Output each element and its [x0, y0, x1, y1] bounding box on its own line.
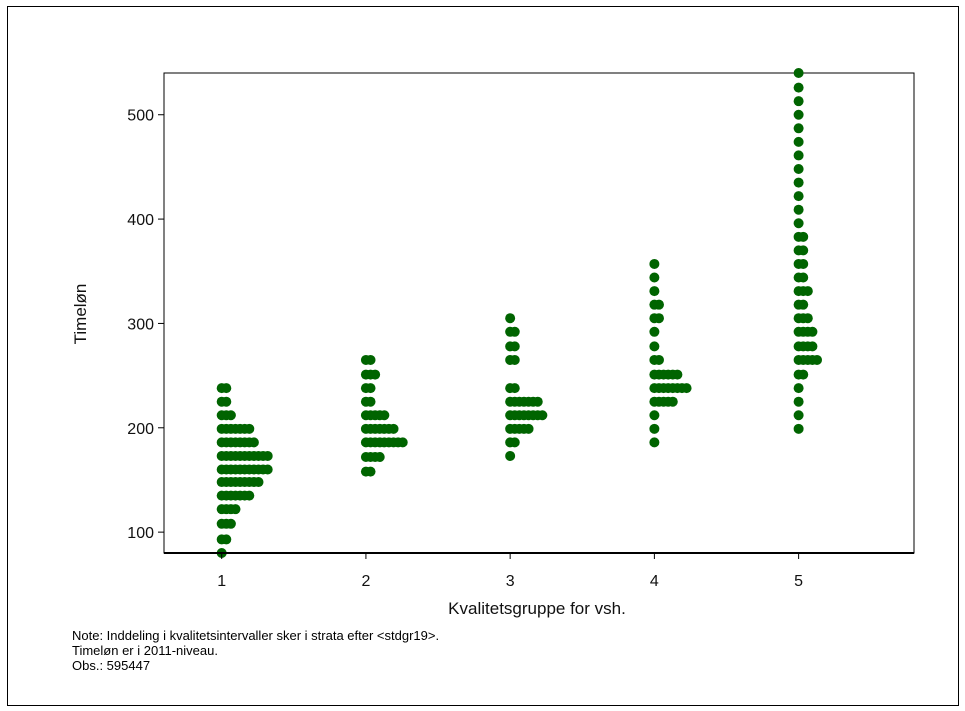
- data-point: [244, 490, 255, 501]
- data-point: [374, 452, 385, 462]
- data-point: [649, 258, 660, 269]
- data-point: [793, 191, 804, 202]
- data-point: [793, 82, 804, 93]
- data-point: [649, 286, 660, 297]
- data-point: [253, 477, 264, 488]
- y-tick-label: 500: [127, 108, 154, 125]
- x-tick-label: 1: [217, 573, 226, 590]
- data-point: [523, 423, 534, 434]
- x-axis-label: Kvalitetsgruppe for vsh.: [448, 599, 626, 618]
- data-point: [798, 299, 809, 310]
- data-point: [221, 534, 232, 545]
- data-point: [793, 123, 804, 134]
- data-point: [798, 245, 809, 256]
- data-point: [681, 383, 692, 394]
- data-point: [793, 204, 804, 215]
- data-point: [365, 396, 376, 407]
- data-point: [649, 326, 660, 337]
- data-point: [649, 341, 660, 352]
- y-tick-label: 400: [127, 212, 154, 229]
- data-point: [793, 423, 804, 434]
- data-point: [793, 410, 804, 421]
- x-tick-label: 3: [506, 573, 515, 590]
- data-point: [672, 369, 683, 380]
- x-tick-label: 2: [361, 573, 370, 590]
- data-point: [225, 410, 236, 421]
- data-point: [667, 396, 678, 407]
- data-point: [221, 383, 232, 394]
- data-point: [537, 410, 548, 421]
- footnote-line-3: Obs.: 595447: [72, 658, 151, 673]
- data-point: [653, 299, 664, 310]
- data-point: [793, 136, 804, 147]
- data-point: [793, 150, 804, 161]
- data-point: [509, 383, 520, 394]
- data-point: [365, 383, 376, 394]
- data-point: [807, 326, 818, 337]
- y-tick-label: 300: [127, 316, 154, 333]
- x-tick-label: 5: [794, 573, 803, 590]
- data-point: [653, 313, 664, 324]
- data-point: [653, 354, 664, 365]
- plot-area: [163, 72, 915, 554]
- data-point: [798, 258, 809, 269]
- data-point: [812, 354, 823, 365]
- data-point: [793, 396, 804, 407]
- marker-layer: [216, 68, 823, 558]
- data-point: [793, 218, 804, 229]
- data-point: [798, 369, 809, 380]
- data-point: [509, 326, 520, 337]
- x-axis: 1 2 3 4 5: [164, 552, 914, 590]
- data-point: [388, 423, 399, 434]
- data-point: [230, 504, 241, 515]
- data-point: [225, 518, 236, 529]
- data-point: [509, 354, 520, 365]
- data-point: [649, 437, 660, 448]
- y-axis: 100 200 300 400 500: [127, 108, 164, 542]
- y-axis-label: Timeløn: [71, 284, 90, 345]
- data-point: [807, 341, 818, 352]
- data-point: [365, 354, 376, 365]
- data-point: [649, 410, 660, 421]
- data-point: [793, 164, 804, 174]
- data-point: [397, 437, 408, 448]
- y-tick-label: 100: [127, 525, 154, 542]
- data-point: [248, 437, 259, 448]
- data-point: [370, 369, 381, 380]
- data-point: [532, 396, 543, 407]
- data-point: [509, 341, 520, 352]
- data-point: [379, 410, 390, 421]
- data-point: [649, 272, 660, 283]
- data-point: [802, 313, 813, 324]
- x-tick-label: 4: [650, 573, 659, 590]
- data-point: [505, 313, 516, 324]
- data-point: [262, 450, 273, 461]
- data-point: [505, 450, 516, 461]
- y-tick-label: 200: [127, 421, 154, 438]
- data-point: [793, 177, 804, 188]
- data-point: [365, 466, 376, 477]
- data-point: [793, 68, 804, 78]
- data-point: [798, 231, 809, 242]
- data-point: [793, 383, 804, 394]
- data-point: [798, 272, 809, 283]
- data-point: [793, 109, 804, 120]
- data-point: [649, 423, 660, 434]
- data-point: [244, 423, 255, 434]
- footnote-line-2: Timeløn er i 2011-niveau.: [72, 643, 218, 658]
- data-point: [802, 286, 813, 297]
- data-point: [221, 396, 232, 407]
- data-point: [509, 437, 520, 448]
- footnote-line-1: Note: Inddeling i kvalitetsintervaller s…: [72, 628, 440, 643]
- data-point: [262, 464, 273, 475]
- data-point: [793, 96, 804, 107]
